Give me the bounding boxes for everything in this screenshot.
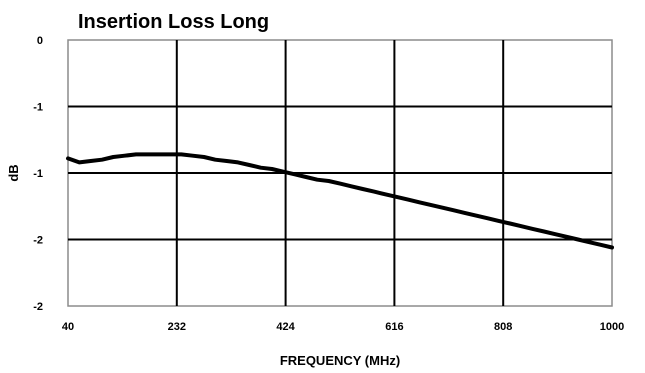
series-line xyxy=(66,152,614,250)
x-tick-labels: 40 232 424 616 808 1000 xyxy=(62,321,624,333)
grid-lines xyxy=(68,40,612,306)
x-tick-label: 808 xyxy=(494,321,512,333)
x-tick-label: 616 xyxy=(385,321,403,333)
y-tick-label: 0 xyxy=(37,35,43,47)
y-axis-label: dB xyxy=(6,164,21,181)
x-tick-label: 1000 xyxy=(600,321,624,333)
x-tick-label: 232 xyxy=(168,321,186,333)
x-tick-label: 424 xyxy=(276,321,295,333)
x-tick-label: 40 xyxy=(62,321,74,333)
y-tick-label: -2 xyxy=(33,301,43,313)
chart-title: Insertion Loss Long xyxy=(78,11,269,33)
y-tick-label: -2 xyxy=(33,235,43,247)
y-tick-labels: 0 -1 -1 -2 -2 xyxy=(33,35,43,313)
y-tick-label: -1 xyxy=(33,102,43,114)
series-layer xyxy=(66,152,614,250)
y-tick-label: -1 xyxy=(33,168,43,180)
x-axis-label: FREQUENCY (MHz) xyxy=(280,353,400,368)
